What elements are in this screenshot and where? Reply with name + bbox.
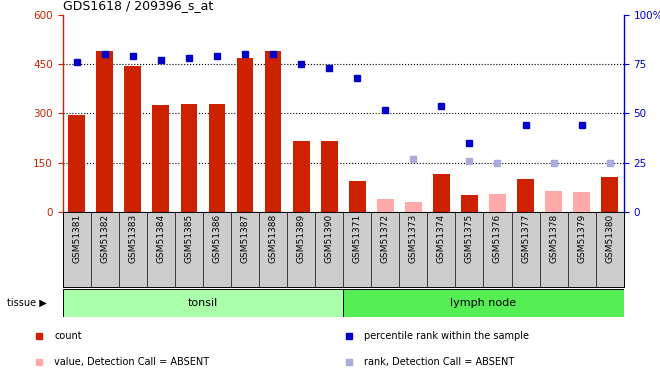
Bar	[63, 289, 343, 317]
Text: GSM51388: GSM51388	[269, 214, 278, 263]
Text: GSM51376: GSM51376	[493, 214, 502, 263]
Text: GSM51372: GSM51372	[381, 214, 390, 263]
Text: GSM51381: GSM51381	[72, 214, 81, 263]
Bar	[265, 51, 281, 212]
Text: GSM51389: GSM51389	[296, 214, 306, 263]
Bar	[405, 202, 422, 212]
Text: GSM51375: GSM51375	[465, 214, 474, 263]
Text: GSM51373: GSM51373	[409, 214, 418, 263]
Bar	[489, 194, 506, 212]
Text: GSM51382: GSM51382	[100, 214, 110, 263]
Text: count: count	[54, 331, 82, 341]
Text: GSM51383: GSM51383	[128, 214, 137, 263]
Text: GSM51377: GSM51377	[521, 214, 530, 263]
Text: tonsil: tonsil	[188, 298, 218, 308]
Text: GSM51380: GSM51380	[605, 214, 614, 263]
Bar	[343, 289, 624, 317]
Bar	[517, 179, 534, 212]
Bar	[348, 181, 366, 212]
Text: GSM51374: GSM51374	[437, 214, 446, 263]
Bar	[236, 58, 253, 212]
Text: GSM51390: GSM51390	[325, 214, 334, 263]
Bar	[152, 105, 169, 212]
Text: percentile rank within the sample: percentile rank within the sample	[364, 331, 529, 341]
Text: GSM51387: GSM51387	[240, 214, 249, 263]
Text: GDS1618 / 209396_s_at: GDS1618 / 209396_s_at	[63, 0, 213, 12]
Bar	[96, 51, 114, 212]
Bar	[209, 104, 225, 212]
Bar	[433, 174, 449, 212]
Text: GSM51371: GSM51371	[352, 214, 362, 263]
Text: tissue ▶: tissue ▶	[7, 298, 46, 308]
Text: GSM51378: GSM51378	[549, 214, 558, 263]
Text: GSM51379: GSM51379	[577, 214, 586, 263]
Text: rank, Detection Call = ABSENT: rank, Detection Call = ABSENT	[364, 357, 514, 366]
Bar	[292, 141, 310, 212]
Text: GSM51385: GSM51385	[184, 214, 193, 263]
Bar	[461, 195, 478, 212]
Text: lymph node: lymph node	[450, 298, 517, 308]
Text: GSM51384: GSM51384	[156, 214, 166, 263]
Text: GSM51386: GSM51386	[213, 214, 222, 263]
Bar	[180, 104, 197, 212]
Bar	[573, 192, 590, 212]
Bar	[69, 115, 85, 212]
Bar	[377, 199, 393, 212]
Bar	[545, 190, 562, 212]
Bar	[601, 177, 618, 212]
Bar	[124, 66, 141, 212]
Text: value, Detection Call = ABSENT: value, Detection Call = ABSENT	[54, 357, 209, 366]
Bar	[321, 141, 337, 212]
